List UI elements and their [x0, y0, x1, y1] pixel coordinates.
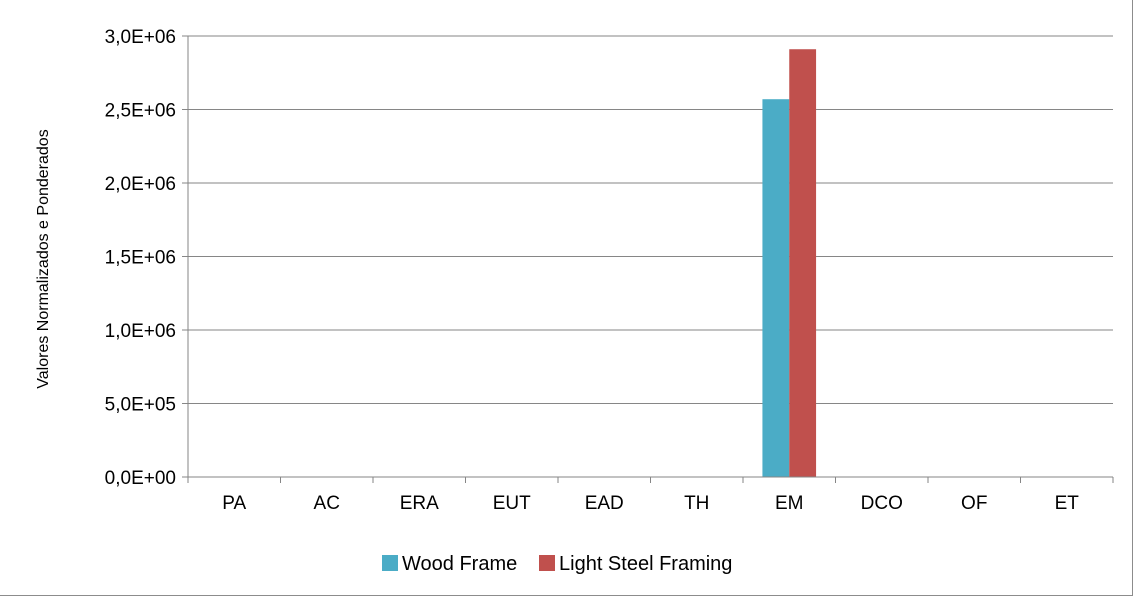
x-tick-label: EAD	[585, 493, 624, 514]
y-tick-label: 0,0E+00	[105, 468, 176, 489]
x-tick-label: PA	[222, 493, 246, 514]
legend-label: Light Steel Framing	[559, 553, 732, 575]
y-tick-label: 1,0E+06	[105, 321, 176, 342]
x-tick-label: DCO	[861, 493, 903, 514]
x-tick-label: AC	[314, 493, 340, 514]
y-tick-labels: 0,0E+00 5,0E+05 1,0E+06 1,5E+06 2,0E+06 2,5E+…	[105, 27, 176, 489]
x-tick-label: TH	[684, 493, 709, 514]
bars	[762, 49, 817, 478]
y-axis-title: Valores Normalizados e Ponderados	[35, 129, 52, 388]
x-tick-labels: PA AC ERA EUT EAD TH EM DCO OF ET	[222, 493, 1079, 514]
bar-light-steel-framing-em	[789, 49, 817, 477]
y-tick-label: 2,5E+06	[105, 101, 176, 122]
y-tick-label: 3,0E+06	[105, 27, 176, 48]
x-tick-label: OF	[961, 493, 987, 514]
legend-swatch	[539, 555, 555, 571]
x-tick-label: EM	[775, 493, 804, 514]
legend-label: Wood Frame	[402, 553, 517, 575]
legend: Wood Frame Light Steel Framing	[382, 553, 732, 575]
x-tick-label: ET	[1055, 493, 1080, 514]
bar-wood-frame-em	[762, 99, 790, 478]
y-tick-label: 1,5E+06	[105, 248, 176, 269]
y-tick-label: 5,0E+05	[105, 395, 176, 416]
legend-swatch	[382, 555, 398, 571]
gridlines	[188, 35, 1113, 404]
axes	[182, 35, 1114, 483]
y-tick-label: 2,0E+06	[105, 174, 176, 195]
x-tick-label: EUT	[493, 493, 531, 514]
x-tick-label: ERA	[400, 493, 439, 514]
